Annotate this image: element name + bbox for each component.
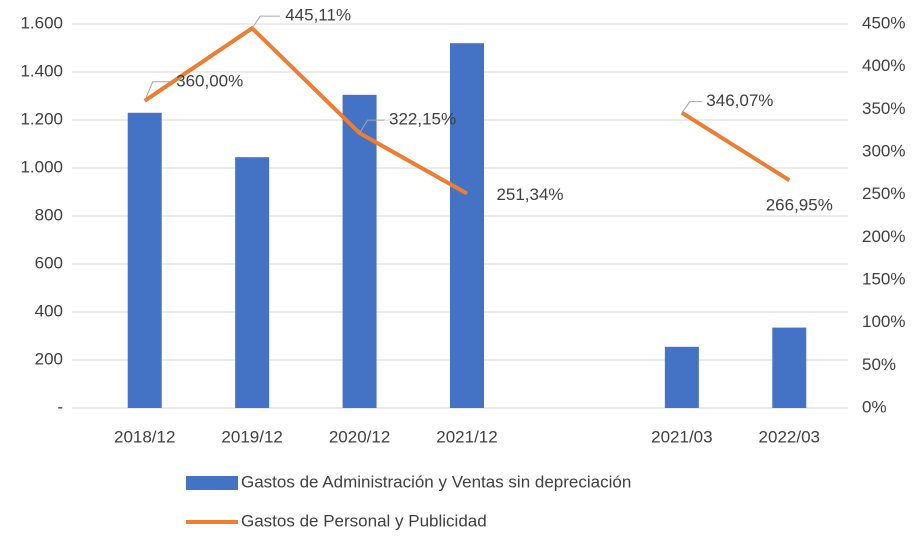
bar [235,157,270,408]
bar [772,327,807,408]
data-label: 360,00% [176,71,243,90]
y2-tick-label: 400% [862,56,905,75]
bar [127,112,162,409]
leader-line [144,81,172,101]
data-label: 266,95% [766,196,833,215]
y2-tick-label: 100% [862,312,905,331]
y2-tick-label: 0% [862,397,887,416]
y2-tick-label: 250% [862,184,905,203]
leader-line [681,101,702,113]
line [143,26,791,196]
y-tick-label: 800 [35,205,63,224]
y-tick-label: 1.000 [20,157,63,176]
leader-line [251,15,281,29]
legend-swatch [186,476,238,490]
data-label: 322,15% [389,110,456,129]
bar [664,346,699,408]
data-label: 346,07% [706,91,773,110]
legend-label: Gastos de Administración y Ventas sin de… [241,472,631,491]
x-tick-label: 2020/12 [329,427,390,446]
data-label: 445,11% [285,6,351,25]
data-label: 251,34% [496,185,563,204]
bar [342,94,377,409]
y-tick-label: 1.200 [20,109,63,128]
y2-tick-label: 50% [862,355,896,374]
x-tick-label: 2019/12 [221,427,282,446]
legend-label: Gastos de Personal y Publicidad [241,511,487,530]
y-tick-label: 200 [35,349,63,368]
bar [450,43,484,408]
y-tick-label: 1.600 [20,13,63,32]
y2-tick-label: 300% [862,141,905,160]
y-tick-label: 600 [35,253,63,272]
y-tick-label: 400 [35,301,63,320]
x-tick-label: 2021/03 [651,427,712,446]
x-tick-label: 2022/03 [759,427,820,446]
leader-line [359,119,385,134]
y-tick-label: 1.400 [20,61,63,80]
x-tick-label: 2021/12 [436,427,497,446]
y2-tick-label: 200% [862,227,905,246]
y2-tick-label: 350% [862,99,905,118]
y-tick-label: - [57,397,63,416]
y2-tick-label: 450% [862,13,905,32]
x-tick-label: 2018/12 [114,427,175,446]
y2-tick-label: 150% [862,269,905,288]
